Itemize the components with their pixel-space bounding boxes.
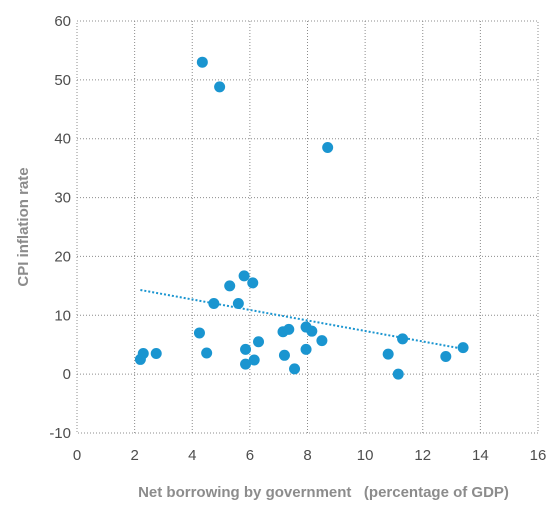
data-point — [306, 325, 318, 337]
data-point — [322, 142, 334, 154]
data-points — [134, 56, 469, 380]
data-point — [300, 343, 312, 355]
x-tick-label: 16 — [530, 447, 547, 464]
trend-line — [140, 288, 464, 350]
y-tick-label: 50 — [54, 72, 71, 89]
y-tick-label: 60 — [54, 13, 71, 30]
x-axis-ticks: 0 2 4 6 8 10 12 14 16 — [73, 447, 547, 464]
data-point — [289, 363, 301, 375]
data-point — [397, 333, 409, 345]
x-axis-label: Net borrowing by government (percentage … — [138, 484, 509, 501]
x-tick-label: 4 — [188, 447, 196, 464]
data-point — [392, 368, 404, 380]
data-point — [208, 298, 220, 310]
y-tick-label: 40 — [54, 131, 71, 148]
data-point — [248, 354, 260, 366]
data-point — [193, 327, 205, 339]
x-tick-label: 2 — [130, 447, 138, 464]
y-axis-label: CPI inflation rate — [15, 167, 32, 286]
data-point — [150, 348, 162, 360]
data-point — [240, 358, 252, 370]
x-tick-label: 10 — [357, 447, 374, 464]
data-point — [316, 335, 328, 347]
data-point — [278, 349, 290, 361]
data-point — [224, 280, 236, 292]
grid-lines — [77, 21, 538, 433]
y-tick-label: -10 — [49, 425, 71, 442]
data-point — [214, 81, 226, 93]
x-tick-label: 12 — [414, 447, 431, 464]
data-point — [457, 342, 469, 354]
data-point — [201, 347, 213, 359]
plot-area — [76, 20, 539, 434]
x-tick-label: 8 — [303, 447, 311, 464]
y-axis-ticks: -10 0 10 20 30 40 50 60 — [49, 13, 71, 442]
data-point — [196, 56, 208, 68]
data-point — [253, 336, 265, 348]
data-point — [283, 323, 295, 335]
y-tick-label: 10 — [54, 307, 71, 324]
x-tick-label: 14 — [472, 447, 489, 464]
x-tick-label: 6 — [246, 447, 254, 464]
data-point — [240, 343, 252, 355]
data-point — [238, 270, 250, 282]
y-tick-label: 30 — [54, 190, 71, 207]
x-tick-label: 0 — [73, 447, 81, 464]
data-point — [137, 348, 149, 360]
data-point — [247, 277, 259, 289]
data-point — [382, 348, 394, 360]
y-tick-label: 20 — [54, 248, 71, 265]
data-point — [232, 298, 244, 310]
data-point — [440, 350, 452, 362]
y-tick-label: 0 — [63, 366, 71, 383]
